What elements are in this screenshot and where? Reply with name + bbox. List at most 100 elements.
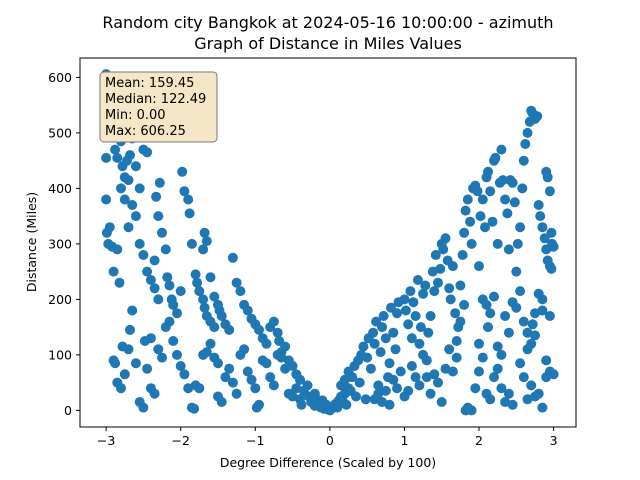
plot-frame xyxy=(79,57,577,428)
data-point xyxy=(429,286,440,297)
data-point xyxy=(172,349,182,360)
data-point xyxy=(179,186,190,197)
x-tick-label: 1 xyxy=(400,433,408,448)
data-point xyxy=(380,385,391,396)
data-point xyxy=(406,361,417,371)
data-point xyxy=(287,361,298,371)
data-point xyxy=(250,383,261,394)
data-point xyxy=(199,227,210,238)
stats-box-background xyxy=(99,71,218,143)
data-point xyxy=(500,311,511,321)
data-point xyxy=(369,338,380,349)
data-point xyxy=(410,311,421,321)
data-point xyxy=(157,352,167,363)
data-point xyxy=(194,286,205,297)
data-point xyxy=(388,327,399,338)
data-point xyxy=(481,299,492,310)
data-point xyxy=(145,333,156,344)
data-point xyxy=(205,338,216,349)
data-point xyxy=(153,294,164,305)
data-point xyxy=(507,177,518,188)
data-point xyxy=(116,183,126,194)
data-point xyxy=(500,194,511,205)
data-point xyxy=(177,166,188,177)
data-point xyxy=(483,166,493,177)
data-point xyxy=(160,244,171,255)
data-point xyxy=(537,305,548,316)
data-point xyxy=(127,200,138,210)
data-point xyxy=(125,324,135,335)
data-point xyxy=(198,294,209,305)
data-point xyxy=(517,183,528,194)
data-point xyxy=(520,139,531,149)
data-point xyxy=(142,363,153,374)
data-point xyxy=(127,305,138,316)
data-point xyxy=(110,358,121,369)
data-point xyxy=(546,227,557,238)
data-point xyxy=(205,272,216,283)
data-point xyxy=(515,222,526,233)
data-point xyxy=(537,402,548,413)
data-point xyxy=(466,238,477,249)
data-point xyxy=(116,383,126,394)
data-point xyxy=(465,216,476,227)
data-point xyxy=(347,372,358,383)
data-point xyxy=(151,191,162,202)
data-point xyxy=(164,280,175,291)
data-point xyxy=(400,305,411,316)
data-point xyxy=(395,366,406,377)
data-point xyxy=(509,197,520,208)
data-point xyxy=(548,241,559,252)
data-point xyxy=(119,369,130,380)
data-point xyxy=(474,338,484,349)
data-point xyxy=(444,344,455,355)
data-point xyxy=(477,194,488,205)
data-point xyxy=(474,261,484,272)
data-point xyxy=(507,399,518,410)
data-point xyxy=(162,272,173,283)
data-point xyxy=(108,266,119,277)
data-point xyxy=(157,227,167,238)
data-point xyxy=(209,291,220,302)
data-point xyxy=(351,391,361,402)
data-point xyxy=(168,336,179,346)
data-point xyxy=(503,244,514,255)
data-point xyxy=(425,388,436,399)
data-point xyxy=(489,291,499,302)
data-point xyxy=(496,349,507,360)
stats-box: Mean: 159.45 Median: 122.49 Min: 0.00 Ma… xyxy=(99,71,218,143)
data-point xyxy=(497,175,508,186)
data-point xyxy=(114,277,125,288)
data-point xyxy=(388,374,399,385)
data-point xyxy=(192,277,203,288)
data-point xyxy=(213,358,223,369)
data-point xyxy=(430,250,441,260)
data-point xyxy=(164,316,175,327)
data-point xyxy=(242,305,253,316)
data-point xyxy=(235,286,246,297)
data-point xyxy=(101,152,112,163)
data-point xyxy=(472,186,483,197)
data-point xyxy=(483,322,493,333)
data-point xyxy=(405,286,416,297)
data-point xyxy=(455,316,466,327)
data-point xyxy=(360,394,371,405)
data-point xyxy=(438,244,449,255)
data-point xyxy=(496,144,507,155)
data-point xyxy=(527,319,538,330)
data-point xyxy=(231,388,242,399)
data-point xyxy=(194,383,205,394)
data-point xyxy=(296,399,307,410)
data-point xyxy=(522,327,533,338)
data-point xyxy=(444,283,455,294)
data-point xyxy=(138,250,149,260)
data-point xyxy=(189,403,200,414)
data-point xyxy=(485,394,496,405)
data-point xyxy=(518,155,529,166)
data-point xyxy=(447,261,458,272)
data-point xyxy=(518,372,529,383)
data-point xyxy=(548,369,559,380)
data-point xyxy=(261,338,272,349)
data-point xyxy=(216,397,227,407)
data-point xyxy=(537,294,548,305)
